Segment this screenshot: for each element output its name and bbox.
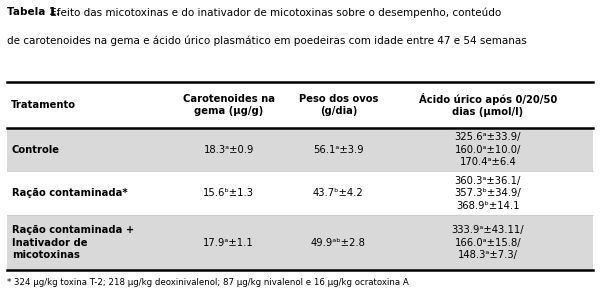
Text: Tabela 1.: Tabela 1. xyxy=(7,7,61,17)
Text: 49.9ᵃᵇ±2.8: 49.9ᵃᵇ±2.8 xyxy=(311,238,366,248)
Text: Efeito das micotoxinas e do inativador de micotoxinas sobre o desempenho, conteú: Efeito das micotoxinas e do inativador d… xyxy=(47,7,502,18)
Bar xyxy=(7,82,593,128)
Bar xyxy=(7,128,593,171)
Text: Controle: Controle xyxy=(12,145,60,155)
Bar xyxy=(7,215,593,270)
Text: Ácido úrico após 0/20/50
dias (μmol/l): Ácido úrico após 0/20/50 dias (μmol/l) xyxy=(419,93,557,117)
Bar xyxy=(7,171,593,215)
Text: 333.9ᵃ±43.11/
166.0ᵃ±15.8/
148.3ᵃ±7.3/: 333.9ᵃ±43.11/ 166.0ᵃ±15.8/ 148.3ᵃ±7.3/ xyxy=(451,225,524,260)
Text: Peso dos ovos
(g/dia): Peso dos ovos (g/dia) xyxy=(299,94,378,116)
Text: Tratamento: Tratamento xyxy=(11,100,76,110)
Text: de carotenoides na gema e ácido úrico plasmático em poedeiras com idade entre 47: de carotenoides na gema e ácido úrico pl… xyxy=(7,35,527,46)
Text: 360.3ᵃ±36.1/
357.3ᵇ±34.9/
368.9ᵇ±14.1: 360.3ᵃ±36.1/ 357.3ᵇ±34.9/ 368.9ᵇ±14.1 xyxy=(454,176,521,211)
Text: 56.1ᵃ±3.9: 56.1ᵃ±3.9 xyxy=(313,145,364,155)
Text: 15.6ᵇ±1.3: 15.6ᵇ±1.3 xyxy=(203,188,254,198)
Text: 43.7ᵇ±4.2: 43.7ᵇ±4.2 xyxy=(313,188,364,198)
Text: 18.3ᵃ±0.9: 18.3ᵃ±0.9 xyxy=(203,145,254,155)
Text: 325.6ᵃ±33.9/
160.0ᵃ±10.0/
170.4ᵃ±6.4: 325.6ᵃ±33.9/ 160.0ᵃ±10.0/ 170.4ᵃ±6.4 xyxy=(455,132,521,167)
Text: Ração contaminada*: Ração contaminada* xyxy=(12,188,128,198)
Text: Ração contaminada +
Inativador de
micotoxinas: Ração contaminada + Inativador de micoto… xyxy=(12,225,134,260)
Text: 17.9ᵃ±1.1: 17.9ᵃ±1.1 xyxy=(203,238,254,248)
Text: Carotenoides na
gema (μg/g): Carotenoides na gema (μg/g) xyxy=(182,94,275,116)
Text: * 324 μg/kg toxina T-2; 218 μg/kg deoxinivalenol; 87 μg/kg nivalenol e 16 μg/kg : * 324 μg/kg toxina T-2; 218 μg/kg deoxin… xyxy=(7,278,409,287)
